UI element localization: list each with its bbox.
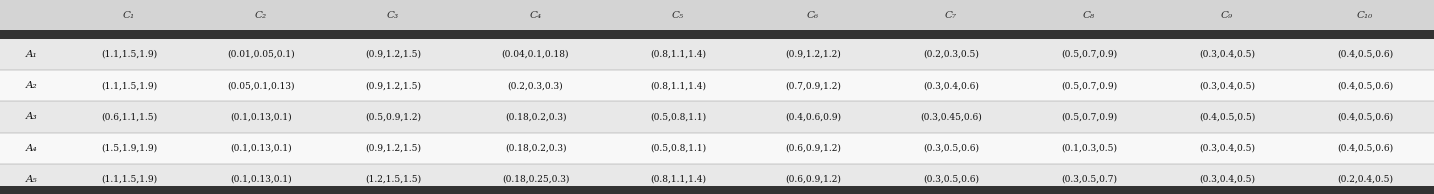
Text: (0.1,0.13,0.1): (0.1,0.13,0.1) [231,175,291,184]
Bar [0,39,1434,70]
Text: C₁₀: C₁₀ [1357,10,1374,20]
Text: A₄: A₄ [26,144,37,153]
Text: (0.8,1.1,1.4): (0.8,1.1,1.4) [650,81,706,90]
Text: (0.4,0.5,0.5): (0.4,0.5,0.5) [1199,112,1255,121]
Text: A₅: A₅ [26,175,37,184]
Text: (0.5,0.7,0.9): (0.5,0.7,0.9) [1061,50,1117,59]
Text: (0.6,1.1,1.5): (0.6,1.1,1.5) [100,112,158,121]
Bar [0,164,1434,194]
Text: (0.1,0.3,0.5): (0.1,0.3,0.5) [1061,144,1117,153]
Bar [0,70,1434,101]
Text: C₄: C₄ [529,10,542,20]
Text: (0.5,0.7,0.9): (0.5,0.7,0.9) [1061,112,1117,121]
Text: A₃: A₃ [26,112,37,121]
Text: A₁: A₁ [26,50,37,59]
Text: (0.3,0.5,0.6): (0.3,0.5,0.6) [923,175,979,184]
Text: (0.3,0.4,0.5): (0.3,0.4,0.5) [1199,50,1255,59]
Bar [0,0,1434,30]
Text: C₃: C₃ [387,10,399,20]
Text: (0.3,0.4,0.6): (0.3,0.4,0.6) [923,81,979,90]
Text: (0.9,1.2,1.5): (0.9,1.2,1.5) [366,50,422,59]
Text: C₆: C₆ [807,10,819,20]
Text: (0.6,0.9,1.2): (0.6,0.9,1.2) [784,175,840,184]
Text: (0.9,1.2,1.5): (0.9,1.2,1.5) [366,81,422,90]
Text: (0.01,0.05,0.1): (0.01,0.05,0.1) [227,50,295,59]
Text: (0.9,1.2,1.5): (0.9,1.2,1.5) [366,144,422,153]
Text: (1.1,1.5,1.9): (1.1,1.5,1.9) [100,81,158,90]
Text: (0.3,0.4,0.5): (0.3,0.4,0.5) [1199,144,1255,153]
Text: (0.3,0.4,0.5): (0.3,0.4,0.5) [1199,175,1255,184]
Text: (0.4,0.5,0.6): (0.4,0.5,0.6) [1336,50,1392,59]
Text: (0.18,0.25,0.3): (0.18,0.25,0.3) [502,175,569,184]
Text: (0.5,0.8,1.1): (0.5,0.8,1.1) [650,112,706,121]
Text: C₈: C₈ [1083,10,1096,20]
Text: (1.2,1.5,1.5): (1.2,1.5,1.5) [364,175,422,184]
Text: C₂: C₂ [255,10,267,20]
Text: (0.4,0.6,0.9): (0.4,0.6,0.9) [784,112,840,121]
Text: C₉: C₉ [1220,10,1233,20]
Text: (0.4,0.5,0.6): (0.4,0.5,0.6) [1336,81,1392,90]
Text: (0.8,1.1,1.4): (0.8,1.1,1.4) [650,50,706,59]
Bar [0,30,1434,39]
Text: (0.3,0.4,0.5): (0.3,0.4,0.5) [1199,81,1255,90]
Text: (0.2,0.3,0.3): (0.2,0.3,0.3) [508,81,564,90]
Text: (1.1,1.5,1.9): (1.1,1.5,1.9) [100,175,158,184]
Text: (0.8,1.1,1.4): (0.8,1.1,1.4) [650,175,706,184]
Text: C₅: C₅ [673,10,684,20]
Bar [0,186,1434,194]
Text: (0.6,0.9,1.2): (0.6,0.9,1.2) [784,144,840,153]
Bar [0,133,1434,164]
Text: (0.04,0.1,0.18): (0.04,0.1,0.18) [502,50,569,59]
Text: (0.9,1.2,1.2): (0.9,1.2,1.2) [786,50,840,59]
Text: (0.4,0.5,0.6): (0.4,0.5,0.6) [1336,112,1392,121]
Text: (0.18,0.2,0.3): (0.18,0.2,0.3) [505,112,566,121]
Text: (0.3,0.5,0.6): (0.3,0.5,0.6) [923,144,979,153]
Text: (0.1,0.13,0.1): (0.1,0.13,0.1) [231,144,291,153]
Text: (0.3,0.5,0.7): (0.3,0.5,0.7) [1061,175,1117,184]
Text: (1.5,1.9,1.9): (1.5,1.9,1.9) [100,144,158,153]
Text: (0.2,0.4,0.5): (0.2,0.4,0.5) [1336,175,1392,184]
Text: A₂: A₂ [26,81,37,90]
Text: (0.1,0.13,0.1): (0.1,0.13,0.1) [231,112,291,121]
Text: (0.2,0.3,0.5): (0.2,0.3,0.5) [923,50,979,59]
Text: (0.7,0.9,1.2): (0.7,0.9,1.2) [784,81,840,90]
Text: (0.18,0.2,0.3): (0.18,0.2,0.3) [505,144,566,153]
Text: (1.1,1.5,1.9): (1.1,1.5,1.9) [100,50,158,59]
Text: (0.05,0.1,0.13): (0.05,0.1,0.13) [227,81,295,90]
Text: (0.5,0.8,1.1): (0.5,0.8,1.1) [650,144,706,153]
Text: (0.3,0.45,0.6): (0.3,0.45,0.6) [921,112,982,121]
Text: (0.5,0.9,1.2): (0.5,0.9,1.2) [366,112,422,121]
Text: C₁: C₁ [123,10,135,20]
Text: (0.5,0.7,0.9): (0.5,0.7,0.9) [1061,81,1117,90]
Text: (0.4,0.5,0.6): (0.4,0.5,0.6) [1336,144,1392,153]
Text: C₇: C₇ [945,10,956,20]
Bar [0,101,1434,133]
